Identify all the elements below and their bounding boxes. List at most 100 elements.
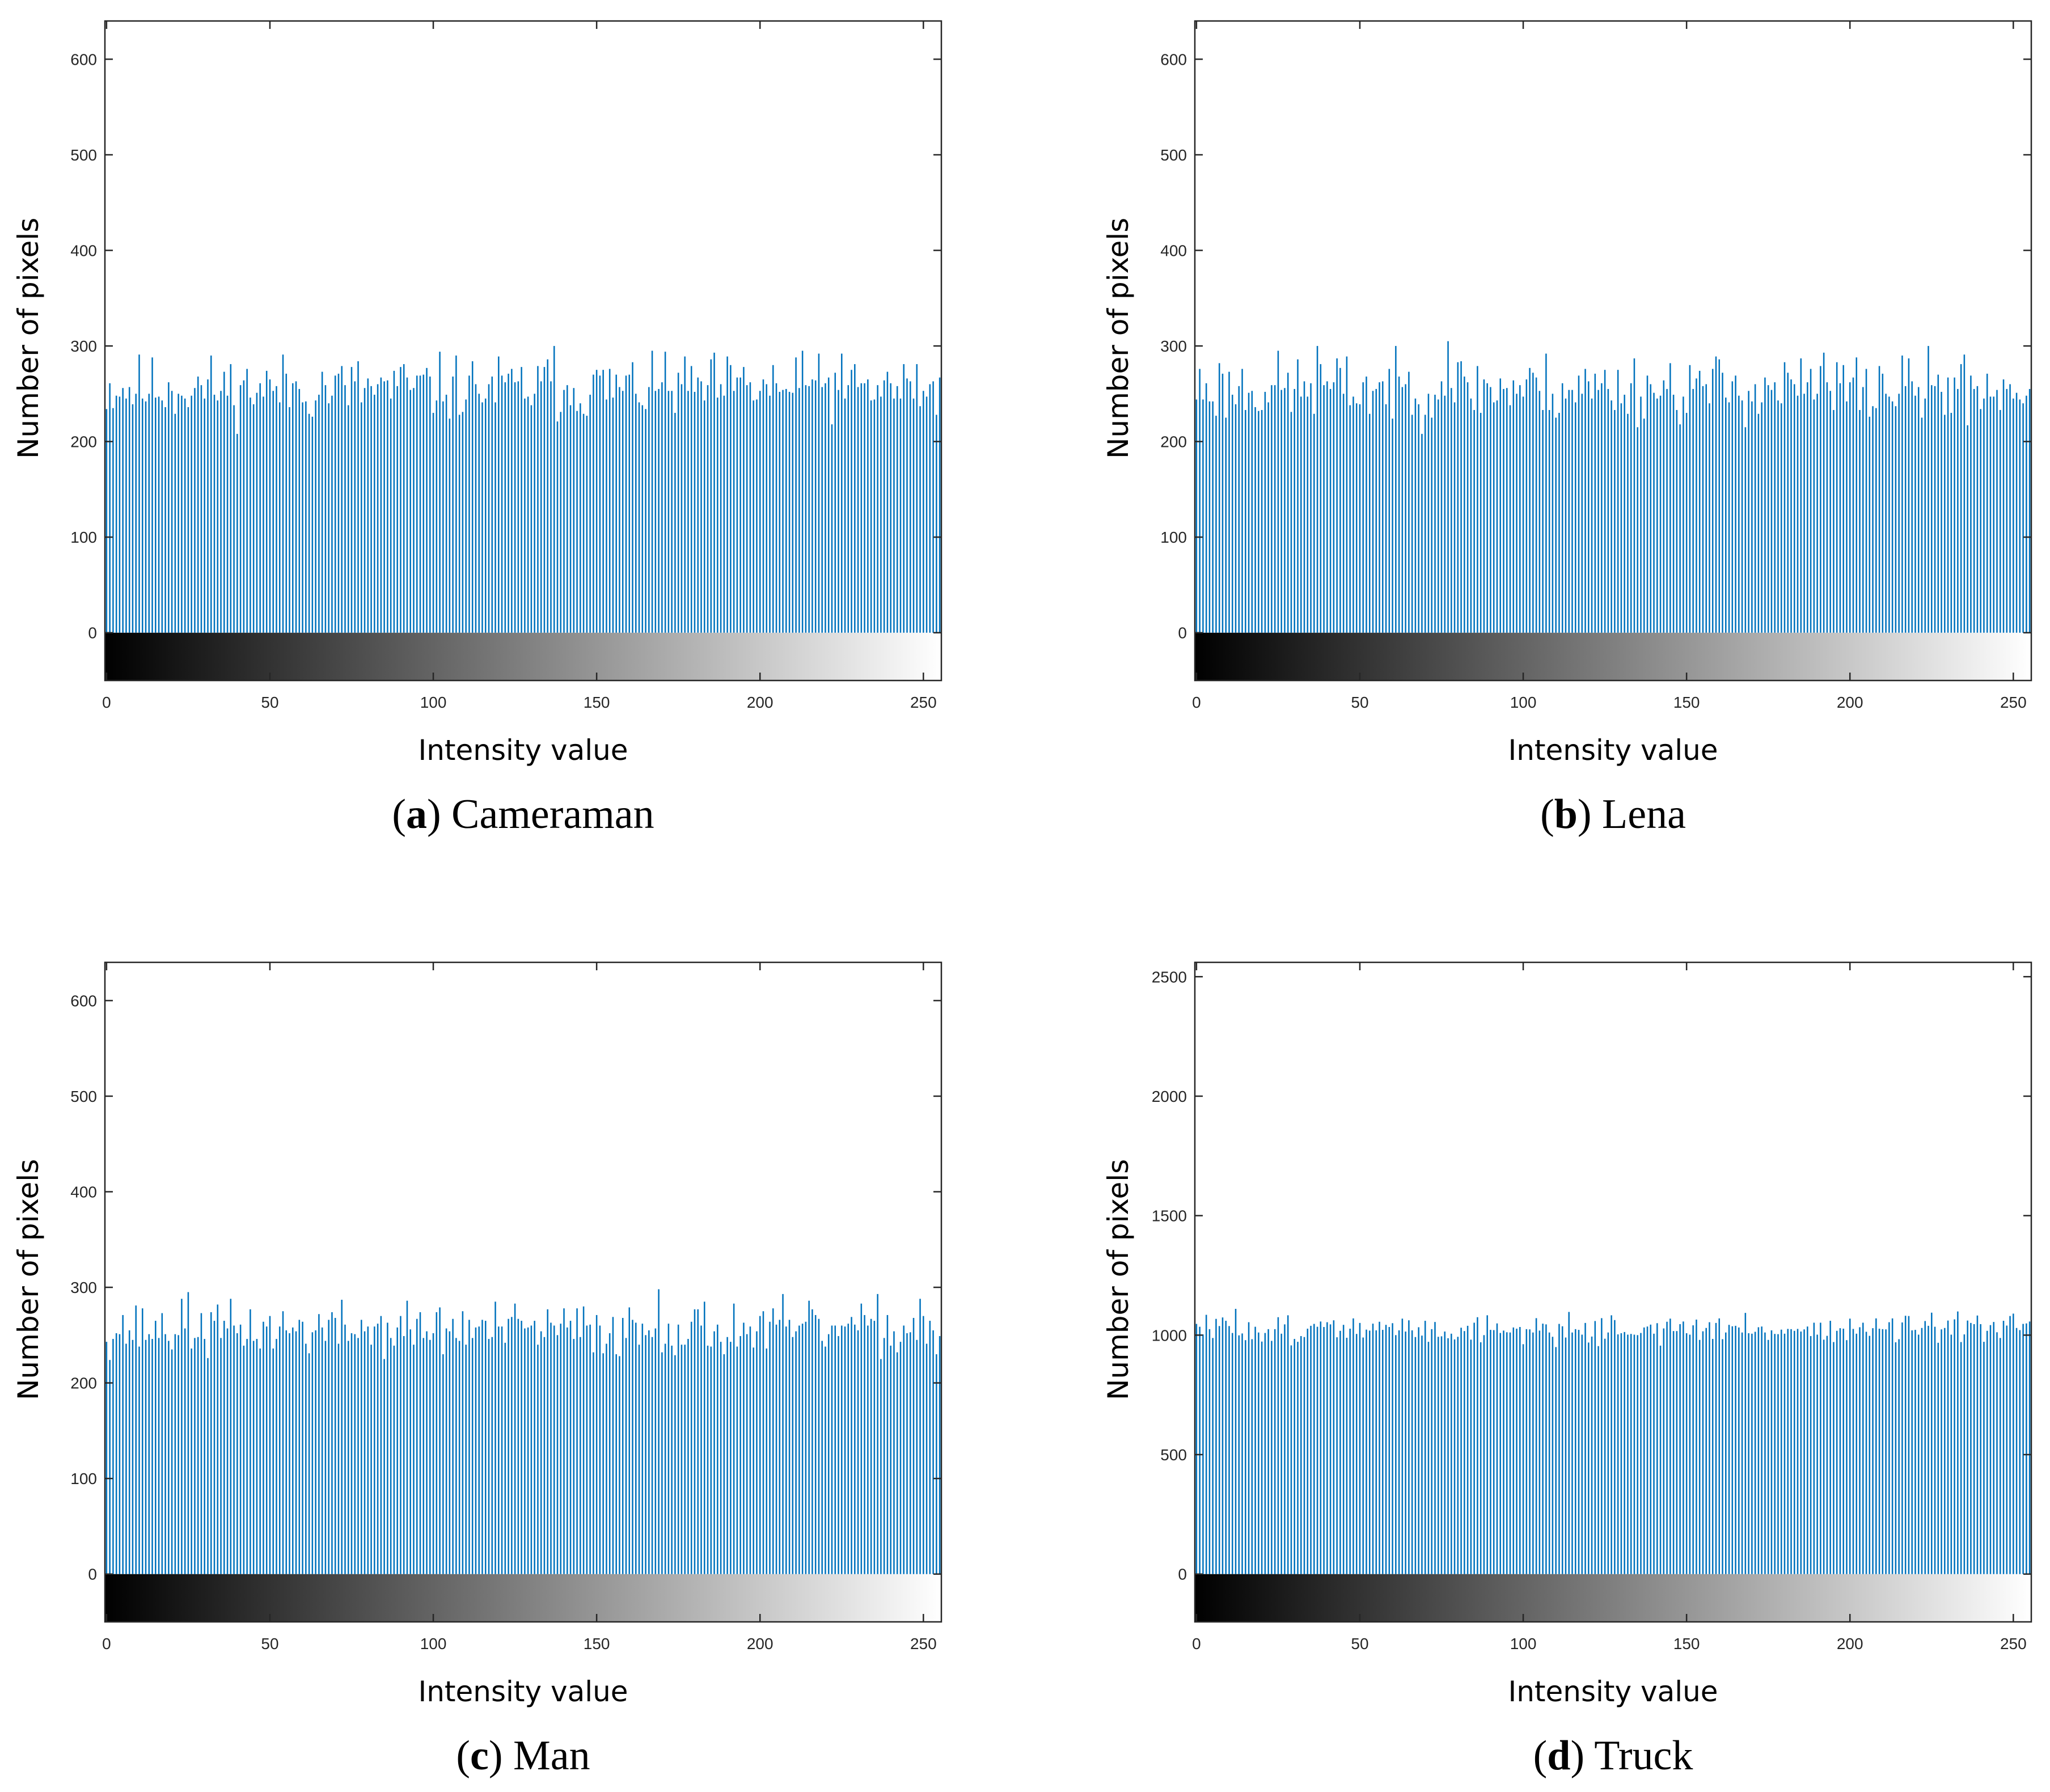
histogram-bar (315, 1330, 316, 1574)
histogram-bar (357, 1338, 359, 1574)
histogram-bar (730, 1342, 732, 1574)
caption-name: Lena (1602, 791, 1686, 838)
histogram-bar (250, 398, 251, 633)
histogram-bar (1826, 1335, 1828, 1574)
histogram-bar (484, 1321, 487, 1574)
histogram-bar (1862, 1322, 1864, 1574)
histogram-bar (1973, 1324, 1975, 1574)
histogram-bar (1937, 1342, 1939, 1574)
histogram-bar (1637, 427, 1638, 633)
histogram-bar (1989, 1325, 1992, 1574)
histogram-bar (181, 395, 183, 633)
histogram-bar (295, 381, 297, 633)
histogram-bar (370, 1345, 372, 1574)
histogram-bar (1620, 403, 1622, 633)
histogram-bar (1783, 1333, 1786, 1574)
histogram-bar (854, 364, 856, 633)
histogram-bar (553, 346, 555, 633)
histogram-bar (1607, 388, 1609, 633)
histogram-bar (779, 1320, 781, 1574)
histogram-bar (161, 400, 163, 633)
histogram-bar (2002, 379, 2005, 633)
histogram-bar (504, 1342, 506, 1574)
histogram-bar (1711, 369, 1714, 633)
histogram-bar (1414, 1337, 1417, 1574)
histogram-bar (439, 352, 441, 633)
histogram-bar (664, 352, 666, 633)
histogram-bar (1280, 1333, 1282, 1574)
histogram-bar (409, 1329, 411, 1574)
histogram-bar (1581, 1334, 1583, 1574)
histogram-bar (563, 1308, 565, 1574)
histogram-bar (1620, 1333, 1622, 1574)
histogram-bar (1829, 391, 1831, 633)
histogram-bar (844, 398, 846, 633)
histogram-bar (1722, 373, 1723, 633)
histogram-bar (1245, 410, 1246, 633)
histogram-bar (707, 385, 709, 633)
histogram-bar (1584, 369, 1586, 633)
histogram-bar (1823, 352, 1825, 633)
histogram-bar (517, 1318, 519, 1574)
panel-caption: (b) Lena (1540, 791, 1686, 838)
histogram-bar (1421, 434, 1423, 633)
x-tick-label: 250 (910, 1635, 937, 1652)
histogram-bar (625, 375, 627, 633)
histogram-bar (1852, 377, 1854, 633)
histogram-bar (569, 405, 572, 633)
histogram-bar (1493, 402, 1495, 633)
histogram-bar (109, 1360, 111, 1574)
histogram-bar (739, 377, 741, 633)
panel-caption: (d) Truck (1533, 1732, 1693, 1779)
y-tick-label: 2500 (1152, 968, 1187, 986)
histogram-bar (1872, 406, 1874, 633)
histogram-bar (210, 1312, 212, 1574)
histogram-bar (1924, 1321, 1926, 1574)
histogram-bar (1594, 373, 1596, 633)
histogram-bar (409, 390, 411, 633)
histogram-bar (749, 1326, 751, 1574)
histogram-bar (1921, 1328, 1923, 1574)
histogram-bar (318, 1314, 320, 1574)
histogram-bar (1271, 1341, 1273, 1574)
histogram-bar (302, 402, 303, 633)
x-tick-label: 250 (2000, 694, 2027, 711)
histogram-bar (641, 1324, 644, 1574)
histogram-bar (1970, 1322, 1972, 1574)
histogram-bar (753, 400, 754, 633)
y-axis-label: Number of pixels (1102, 218, 1135, 459)
histogram-bar (1470, 1339, 1472, 1574)
histogram-bar (1777, 400, 1779, 633)
histogram-bar (455, 1338, 457, 1574)
histogram-bar (1767, 1339, 1769, 1574)
histogram-bar (1813, 1322, 1815, 1574)
histogram-bar (1401, 387, 1404, 633)
histogram-bar (1294, 388, 1295, 633)
histogram-bar (1290, 412, 1292, 633)
histogram-bar (1248, 1322, 1250, 1574)
histogram-bar (1228, 1326, 1230, 1574)
histogram-bar (324, 1341, 327, 1574)
histogram-bar (1803, 394, 1805, 633)
histogram-bar (1928, 1325, 1929, 1574)
histogram-bar (622, 391, 624, 633)
histogram-bar (377, 384, 379, 633)
histogram-bar (567, 385, 568, 633)
histogram-bar (854, 1324, 856, 1574)
histogram-bar (400, 1316, 401, 1574)
histogram-bar (125, 1343, 127, 1574)
y-tick-label: 600 (70, 992, 97, 1009)
histogram-bar (1277, 1317, 1279, 1574)
histogram-bar (331, 1312, 333, 1574)
histogram-bar (2006, 388, 2008, 633)
histogram-bar (177, 1335, 179, 1574)
x-tick-label: 50 (261, 1635, 278, 1652)
histogram-bar (1692, 388, 1694, 633)
histogram-bar (141, 398, 143, 633)
x-tick-label: 100 (1510, 694, 1537, 711)
histogram-bar (1709, 403, 1710, 633)
histogram-bar (442, 401, 444, 633)
histogram-bar (1683, 1321, 1684, 1574)
histogram-bar (1820, 366, 1821, 633)
histogram-bar (233, 1325, 235, 1574)
